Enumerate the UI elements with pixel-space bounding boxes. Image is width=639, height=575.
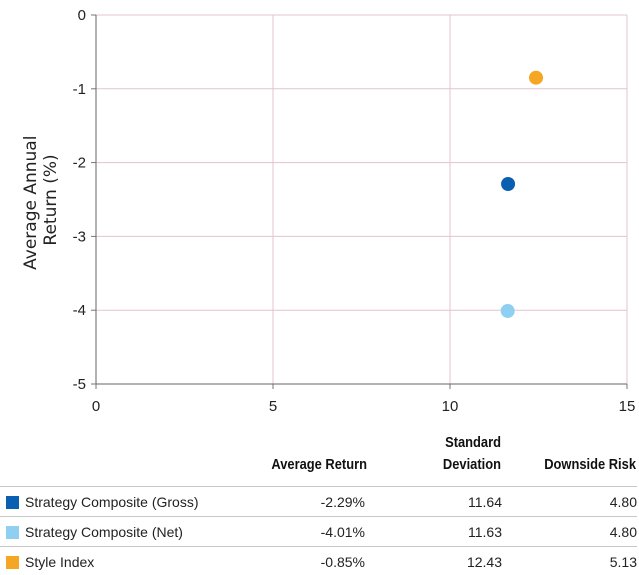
table-header-divider xyxy=(0,486,637,487)
scatter-chart: 0 -1 -2 -3 -4 -5 0 5 10 15 Average Annual Return… xyxy=(21,7,636,415)
row-name: Style Index xyxy=(25,554,95,570)
row-average-return: -0.85% xyxy=(320,554,365,570)
data-point xyxy=(529,70,544,85)
row-average-return: -2.29% xyxy=(320,494,365,510)
row-downside-risk: 4.80 xyxy=(609,494,637,510)
y-tick-label: -5 xyxy=(73,376,86,393)
table-row-divider xyxy=(0,516,637,517)
y-tick-label: -4 xyxy=(73,302,86,319)
x-tick-label: 15 xyxy=(619,398,636,415)
data-points xyxy=(500,70,544,318)
data-point xyxy=(501,177,516,192)
row-std-dev: 11.64 xyxy=(468,494,502,510)
legend-swatch-style-index xyxy=(6,556,19,569)
legend-swatch-gross xyxy=(6,496,19,509)
row-name: Strategy Composite (Net) xyxy=(25,524,183,540)
y-tick-label: -2 xyxy=(73,155,86,172)
y-axis-label-line2: Return (%) xyxy=(41,154,61,245)
table-row-divider xyxy=(0,546,637,547)
row-downside-risk: 5.13 xyxy=(609,554,637,570)
row-downside-risk: 4.80 xyxy=(609,524,637,540)
y-tick-labels: 0 -1 -2 -3 -4 -5 xyxy=(73,7,86,393)
gridlines xyxy=(91,14,628,389)
x-tick-labels: 0 5 10 15 xyxy=(92,398,636,415)
x-tick-label: 5 xyxy=(269,398,277,415)
legend-swatch-net xyxy=(6,526,19,539)
table-row: Style Index -0.85% 12.43 5.13 xyxy=(0,549,639,575)
row-std-dev: 11.63 xyxy=(468,524,502,540)
y-axis-label-line1: Average Annual xyxy=(21,136,41,270)
y-tick-label: 0 xyxy=(78,7,86,24)
header-std-dev-line1: Standard xyxy=(445,434,501,451)
y-tick-label: -3 xyxy=(73,228,86,245)
table-row: Strategy Composite (Gross) -2.29% 11.64 … xyxy=(0,489,639,515)
row-name: Strategy Composite (Gross) xyxy=(25,494,199,510)
header-downside-risk: Downside Risk xyxy=(544,456,636,473)
x-tick-label: 0 xyxy=(92,398,100,415)
header-std-dev-line2: Deviation xyxy=(442,456,501,473)
table-row: Strategy Composite (Net) -4.01% 11.63 4.… xyxy=(0,519,639,545)
data-point xyxy=(500,303,515,318)
row-average-return: -4.01% xyxy=(320,524,365,540)
row-std-dev: 12.43 xyxy=(466,554,502,570)
x-tick-label: 10 xyxy=(442,398,459,415)
y-tick-label: -1 xyxy=(73,81,86,98)
y-axis-label: Average Annual Return (%) xyxy=(21,130,61,270)
header-average-return: Average Return xyxy=(271,456,367,473)
